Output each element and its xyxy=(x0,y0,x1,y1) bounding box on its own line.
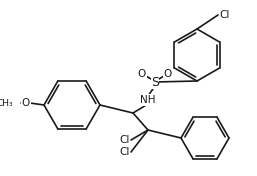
Text: Cl: Cl xyxy=(120,135,130,145)
Text: O: O xyxy=(138,69,146,79)
Text: O: O xyxy=(164,69,172,79)
Text: O: O xyxy=(22,98,30,108)
Text: S: S xyxy=(151,76,159,89)
Text: Cl: Cl xyxy=(219,10,230,20)
Text: CH₃: CH₃ xyxy=(0,99,13,108)
Text: NH: NH xyxy=(140,95,156,105)
Text: Cl: Cl xyxy=(120,147,130,157)
